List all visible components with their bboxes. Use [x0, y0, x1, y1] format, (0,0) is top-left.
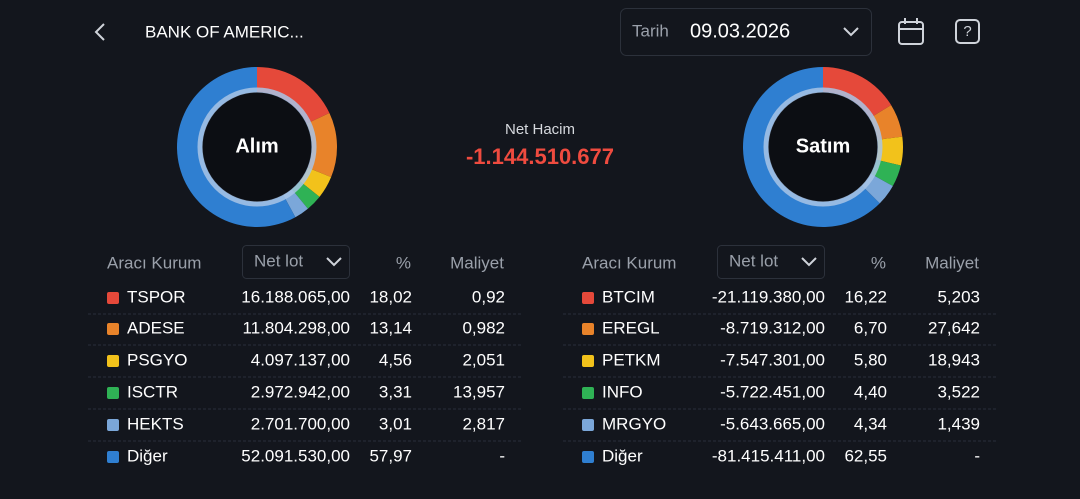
donut-slice [823, 67, 892, 119]
column-header: Net lot [254, 251, 303, 270]
broker-name: PSGYO [127, 350, 187, 369]
back-button[interactable] [94, 23, 105, 41]
broker-name: BTCIM [602, 287, 655, 306]
net-lot: 2.701.700,00 [251, 414, 350, 433]
percent: 5,80 [854, 350, 887, 369]
legend-swatch [582, 419, 594, 431]
percent: 62,55 [844, 446, 887, 465]
date-label: Tarih [632, 21, 669, 40]
percent: 6,70 [854, 318, 887, 337]
broker-name: INFO [602, 382, 643, 401]
net-lot: -8.719.312,00 [720, 318, 825, 337]
legend-swatch [107, 451, 119, 463]
cost: 2,817 [462, 414, 505, 433]
broker-name: PETKM [602, 350, 661, 369]
help-button[interactable]: ? [955, 19, 980, 44]
percent: 4,34 [854, 414, 887, 433]
cost: 3,522 [937, 382, 980, 401]
net-lot: 16.188.065,00 [241, 287, 350, 306]
net-lot: -21.119.380,00 [712, 287, 825, 306]
cost: - [974, 446, 980, 465]
net-lot: -7.547.301,00 [720, 350, 825, 369]
percent: 4,56 [379, 350, 412, 369]
dropdown-icon [326, 257, 342, 267]
column-header: Aracı Kurum [107, 253, 201, 272]
net-lot: -81.415.411,00 [712, 446, 825, 465]
broker-name: TSPOR [127, 287, 186, 306]
title: BANK OF AMERIC... [145, 22, 304, 41]
column-header: % [871, 253, 886, 272]
broker-name: EREGL [602, 318, 660, 337]
donut-slice [176, 67, 296, 228]
column-header: Aracı Kurum [582, 253, 676, 272]
broker-name: Diğer [602, 446, 643, 465]
net-lot: 11.804.298,00 [243, 318, 350, 337]
net-lot: 4.097.137,00 [251, 350, 350, 369]
net-lot: -5.722.451,00 [720, 382, 825, 401]
net-value: -1.144.510.677 [466, 144, 614, 169]
legend-swatch [582, 387, 594, 399]
date-dropdown-icon[interactable] [843, 27, 859, 37]
net-lot: 52.091.530,00 [241, 446, 350, 465]
legend-swatch [582, 292, 594, 304]
date-value: 09.03.2026 [690, 20, 790, 42]
calendar-button[interactable] [898, 18, 924, 45]
cost: - [499, 446, 505, 465]
net-lot: -5.643.665,00 [720, 414, 825, 433]
legend-swatch [582, 451, 594, 463]
donut-slice [876, 136, 903, 166]
dropdown-icon [801, 257, 817, 267]
legend-swatch [107, 355, 119, 367]
broker-name: MRGYO [602, 414, 666, 433]
legend-swatch [582, 323, 594, 335]
cost: 1,439 [937, 414, 980, 433]
percent: 4,40 [854, 382, 887, 401]
cost: 2,051 [462, 350, 505, 369]
broker-name: Diğer [127, 446, 168, 465]
cost: 27,642 [928, 318, 980, 337]
sort-dropdown[interactable] [717, 245, 825, 279]
broker-name: HEKTS [127, 414, 184, 433]
net-label: Net Hacim [505, 121, 575, 138]
column-header: Net lot [729, 251, 778, 270]
donut-hole [203, 93, 311, 201]
percent: 16,22 [844, 287, 887, 306]
net-lot: 2.972.942,00 [251, 382, 350, 401]
donut-label: Alım [235, 135, 278, 157]
legend-swatch [107, 387, 119, 399]
broker-name: ADESE [127, 318, 185, 337]
donut-inner-ring [197, 87, 317, 207]
svg-text:?: ? [963, 23, 971, 40]
legend-swatch [107, 292, 119, 304]
column-header: % [396, 253, 411, 272]
column-header: Maliyet [925, 253, 979, 272]
legend-swatch [582, 355, 594, 367]
donut-slice [742, 67, 880, 228]
cost: 13,957 [453, 382, 505, 401]
broker-name: ISCTR [127, 382, 178, 401]
legend-swatch [107, 419, 119, 431]
percent: 3,01 [379, 414, 412, 433]
donut-label: Satım [796, 135, 850, 157]
sort-dropdown[interactable] [242, 245, 350, 279]
cost: 0,982 [462, 318, 505, 337]
donut-inner-ring [763, 87, 883, 207]
percent: 13,14 [369, 318, 412, 337]
legend-swatch [107, 323, 119, 335]
percent: 57,97 [369, 446, 412, 465]
percent: 3,31 [379, 382, 412, 401]
date-picker[interactable] [620, 8, 872, 56]
cost: 0,92 [472, 287, 505, 306]
percent: 18,02 [369, 287, 412, 306]
column-header: Maliyet [450, 253, 504, 272]
cost: 18,943 [928, 350, 980, 369]
donut-slice [257, 67, 330, 124]
cost: 5,203 [937, 287, 980, 306]
donut-hole [769, 93, 877, 201]
